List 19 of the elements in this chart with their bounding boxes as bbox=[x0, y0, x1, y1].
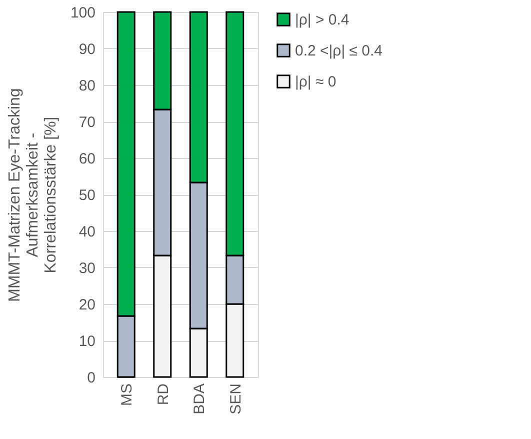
y-tick-label: 10 bbox=[78, 333, 96, 350]
y-tick-label: 80 bbox=[78, 78, 96, 94]
y-axis-title: MMMT-Matrizen Eye-Tracking Aufmerksamkeit - Korrelationsstärke [%] bbox=[6, 88, 60, 302]
y-tick-label: 60 bbox=[78, 150, 96, 168]
y-tick-label: 0 bbox=[87, 370, 96, 386]
y-tick-label: 70 bbox=[78, 114, 96, 131]
x-tick-label: BDA bbox=[191, 384, 208, 414]
legend-label: 0.2 <|ρ| ≤ 0.4 bbox=[295, 42, 383, 60]
y-tick-label: 40 bbox=[78, 224, 96, 240]
x-tick-label: RD bbox=[154, 383, 172, 406]
y-tick-label: 90 bbox=[78, 41, 96, 58]
legend-label: |ρ| > 0.4 bbox=[295, 12, 350, 28]
y-tick-label: 20 bbox=[78, 296, 96, 314]
y-tick-label: 50 bbox=[78, 187, 96, 204]
x-tick-label: SEN bbox=[227, 384, 244, 414]
legend-label: |ρ| ≈ 0 bbox=[295, 74, 336, 90]
x-tick-label: MS bbox=[118, 384, 136, 406]
y-tick-label: 100 bbox=[70, 4, 96, 22]
y-tick-label: 30 bbox=[78, 260, 96, 277]
